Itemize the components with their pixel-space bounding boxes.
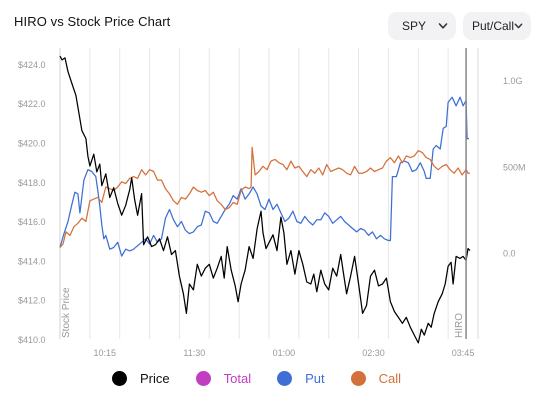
legend-label: Total [223, 371, 252, 386]
x-tick-label: 01:00 [273, 348, 296, 358]
legend-item-put[interactable]: Put [277, 371, 325, 386]
legend-swatch [195, 371, 211, 386]
legend-label: Call [378, 371, 402, 386]
mode-select-value: Put/Call [472, 19, 515, 33]
legend-swatch [112, 371, 127, 386]
y-left-tick-label: $418.0 [18, 178, 46, 188]
legend-label: Put [305, 371, 325, 386]
y-left-tick-label: $412.0 [18, 296, 46, 306]
x-tick-label: 11:30 [183, 348, 205, 358]
y-left-axis-label: Stock Price [61, 287, 72, 338]
legend-item-total[interactable]: Total [195, 371, 252, 386]
series-line-price [59, 55, 471, 344]
series-line-call [59, 146, 470, 248]
x-tick-label: 03:45 [452, 348, 475, 358]
y-right-tick-label: 500M [503, 162, 526, 172]
chart-title: HIRO vs Stock Price Chart [14, 14, 171, 29]
legend-label: Price [140, 371, 170, 386]
x-tick-label: 02:30 [362, 348, 385, 358]
ticker-select[interactable]: SPY [388, 12, 456, 40]
y-left-tick-label: $416.0 [18, 217, 46, 227]
legend-swatch [277, 371, 293, 386]
chart-legend: Price Total Put Call [112, 371, 427, 386]
legend-item-price[interactable]: Price [112, 371, 170, 386]
y-right-tick-label: 0.0 [503, 249, 516, 259]
y-left-tick-label: $422.0 [18, 99, 46, 109]
series-line-put [59, 96, 469, 257]
y-right-tick-label: 1.0G [503, 76, 523, 86]
y-left-tick-label: $414.0 [18, 256, 46, 266]
legend-item-call[interactable]: Call [350, 371, 402, 386]
y-left-tick-label: $424.0 [18, 60, 46, 70]
y-left-tick-label: $420.0 [18, 138, 46, 148]
ticker-select-value: SPY [402, 19, 427, 33]
chevron-down-icon [438, 23, 448, 29]
mode-select[interactable]: Put/Call [463, 12, 531, 40]
legend-swatch [350, 371, 366, 386]
y-right-axis-label: HIRO [454, 313, 465, 338]
hiro-price-chart: $410.0 $412.0 $414.0 $416.0 $418.0 $420.0 $422… [18, 48, 526, 358]
x-tick-label: 10:15 [94, 348, 117, 358]
chevron-down-icon [514, 23, 523, 29]
y-left-tick-label: $410.0 [18, 335, 46, 345]
